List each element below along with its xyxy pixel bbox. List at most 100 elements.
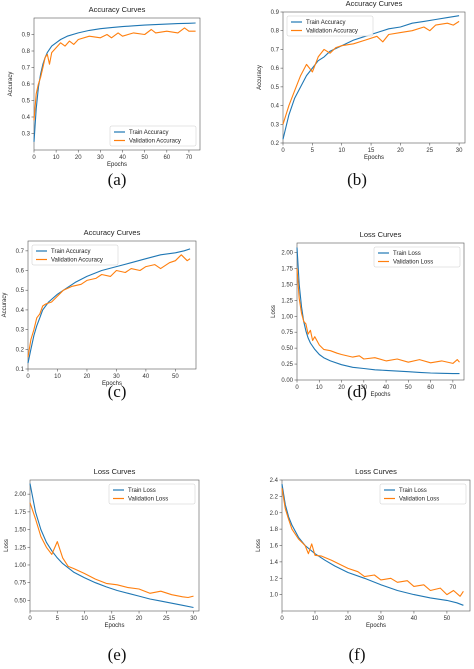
chart-c-ytick-label: 0.4 <box>16 308 25 314</box>
chart-a-xtick-label: 10 <box>53 155 60 161</box>
chart-b-xtick-label: 15 <box>368 148 375 154</box>
chart-e-xtick-label: 30 <box>190 616 197 622</box>
chart-b-ytick-label: 0.7 <box>271 47 280 53</box>
chart-c-xtick-label: 50 <box>172 374 179 380</box>
chart-b-ylabel: Accuracy <box>257 65 263 90</box>
chart-d-xtick-label: 50 <box>405 385 412 391</box>
caption-e: (e) <box>107 645 127 664</box>
chart-a-xtick-label: 30 <box>97 155 104 161</box>
caption-d: (d) <box>347 382 367 401</box>
chart-e-series-validation-line <box>29 502 194 599</box>
chart-a-ytick-label: 0.5 <box>22 99 31 105</box>
chart-c-title: Accuracy Curves <box>84 228 141 237</box>
chart-b-ytick-label: 0.4 <box>271 104 280 110</box>
chart-a-series-train-line <box>33 22 196 142</box>
chart-d-series-validation-line <box>296 268 460 364</box>
chart-c-xtick-label: 10 <box>54 374 61 380</box>
chart-e-xtick-label: 10 <box>81 616 88 622</box>
chart-d-xlabel: Epochs <box>370 392 390 398</box>
chart-f-ytick-label: 1.0 <box>270 593 279 599</box>
chart-c-xtick-label: 30 <box>113 374 120 380</box>
chart-f-xtick-label: 0 <box>280 616 284 622</box>
chart-b-ytick-label: 0.5 <box>271 85 280 91</box>
chart-c-axes-frame <box>27 240 197 370</box>
chart-d-ytick-label: 0.25 <box>281 362 293 368</box>
chart-e-ytick-label: 0.50 <box>14 598 26 604</box>
chart-e-xtick-label: 5 <box>56 616 60 622</box>
chart-e-xtick-label: 20 <box>136 616 143 622</box>
chart-f-ytick-label: 2.0 <box>270 511 279 517</box>
chart-c-xtick-label: 0 <box>26 374 30 380</box>
chart-e-ylabel: Loss <box>4 539 10 552</box>
chart-d-xtick-label: 10 <box>316 385 323 391</box>
chart-f-legend-label: Validation Loss <box>399 497 439 503</box>
chart-b-ytick-label: 0.9 <box>271 10 280 16</box>
chart-a-xtick-label: 40 <box>119 155 126 161</box>
chart-b-xtick-label: 0 <box>281 148 285 154</box>
chart-d-legend-box <box>373 246 461 268</box>
chart-d-legend-label: Train Loss <box>393 251 421 257</box>
chart-d-xtick-label: 30 <box>360 385 367 391</box>
chart-c-legend-label: Validation Accuracy <box>51 258 103 264</box>
chart-c-ytick-label: 0.7 <box>16 249 25 255</box>
chart-f-xtick-label: 40 <box>411 616 418 622</box>
chart-c-series-train-line <box>27 248 191 364</box>
chart-b-title: Accuracy Curves <box>346 0 403 8</box>
chart-f-series-train-line <box>281 484 464 606</box>
chart-e-series-train-line <box>29 483 194 609</box>
chart-b-xtick-label: 10 <box>338 148 345 154</box>
chart-d-xtick-label: 20 <box>338 385 345 391</box>
chart-b-xtick-label: 30 <box>456 148 463 154</box>
chart-d-legend-label: Validation Loss <box>393 260 433 266</box>
chart-d-ytick-label: 2.00 <box>281 251 293 257</box>
chart-f: Loss Curves 0 10 20 30 40 50 1.0 1.2 1.4 1.6 1.8 2.0… <box>237 462 474 629</box>
chart-d-axes-frame <box>296 242 465 381</box>
chart-d-xtick-label: 0 <box>295 385 299 391</box>
chart-d-ylabel: Loss <box>271 305 277 318</box>
chart-a-legend-label: Validation Accuracy <box>129 139 181 145</box>
chart-b-ytick-label: 0.3 <box>271 122 280 128</box>
chart-a-xtick-label: 60 <box>163 155 170 161</box>
chart-e-svg: Loss Curves 0 5 10 15 20 25 30 0.50 0.75 1.00 1.25 1… <box>4 467 200 629</box>
chart-f-xtick-label: 30 <box>378 616 385 622</box>
chart-a-xtick-label: 0 <box>32 155 36 161</box>
chart-c-ytick-label: 0.5 <box>16 288 25 294</box>
chart-d-xtick-label: 60 <box>427 385 434 391</box>
chart-e: Loss Curves 0 5 10 15 20 25 30 0.50 0.75 1.00 1.25 1… <box>0 462 237 629</box>
chart-d-ytick-label: 1.25 <box>281 298 293 304</box>
caption-c: (c) <box>107 382 127 401</box>
chart-c-ytick-label: 0.3 <box>16 328 25 334</box>
caption-f: (f) <box>348 645 366 664</box>
chart-b: Accuracy Curves 0 5 10 15 20 25 30 0.2 0.3 0.4 0.5 0… <box>237 0 474 170</box>
chart-c-svg: Accuracy Curves 0 10 20 30 40 50 0.1 0.2 0.3 0.4 0.… <box>2 228 197 387</box>
chart-f-ytick-label: 1.2 <box>270 576 279 582</box>
chart-d-ytick-label: 0.75 <box>281 330 293 336</box>
chart-b-xtick-label: 20 <box>397 148 404 154</box>
chart-e-ytick-label: 1.50 <box>14 528 26 534</box>
chart-b-legend-label: Train Accuracy <box>306 20 345 26</box>
chart-c-xtick-label: 40 <box>143 374 150 380</box>
chart-e-xlabel: Epochs <box>104 623 124 629</box>
chart-b-ytick-label: 0.8 <box>271 29 280 35</box>
chart-e-ytick-label: 1.00 <box>14 563 26 569</box>
chart-d-ytick-label: 1.75 <box>281 266 293 272</box>
chart-c-ytick-label: 0.1 <box>16 367 25 373</box>
chart-f-svg: Loss Curves 0 10 20 30 40 50 1.0 1.2 1.4 1.6 1.8 2.0… <box>256 467 471 629</box>
chart-c: Accuracy Curves 0 10 20 30 40 50 0.1 0.2 0.3 0.4 0.… <box>0 225 237 387</box>
chart-e-ytick-label: 0.75 <box>14 581 26 587</box>
chart-d-ytick-label: 1.00 <box>281 314 293 320</box>
chart-e-xtick-label: 15 <box>108 616 115 622</box>
chart-b-axes-frame <box>282 11 466 144</box>
chart-a-ytick-label: 0.4 <box>22 115 31 121</box>
chart-d-title: Loss Curves <box>360 230 402 239</box>
chart-f-xtick-label: 50 <box>444 616 451 622</box>
chart-a-ytick-label: 0.7 <box>22 66 31 72</box>
chart-d-svg: Loss Curves 0 10 20 30 40 50 60 70 0.00 0.25 0.50 0.… <box>271 230 465 398</box>
chart-e-legend-label: Validation Loss <box>128 497 168 503</box>
chart-e-ytick-label: 1.25 <box>14 545 26 551</box>
chart-b-ytick-label: 0.2 <box>271 141 280 147</box>
chart-a-ytick-label: 0.6 <box>22 82 31 88</box>
chart-c-legend-label: Train Accuracy <box>51 249 90 255</box>
chart-a-series-validation-line <box>33 27 196 121</box>
chart-b-series-train-line <box>282 15 460 140</box>
